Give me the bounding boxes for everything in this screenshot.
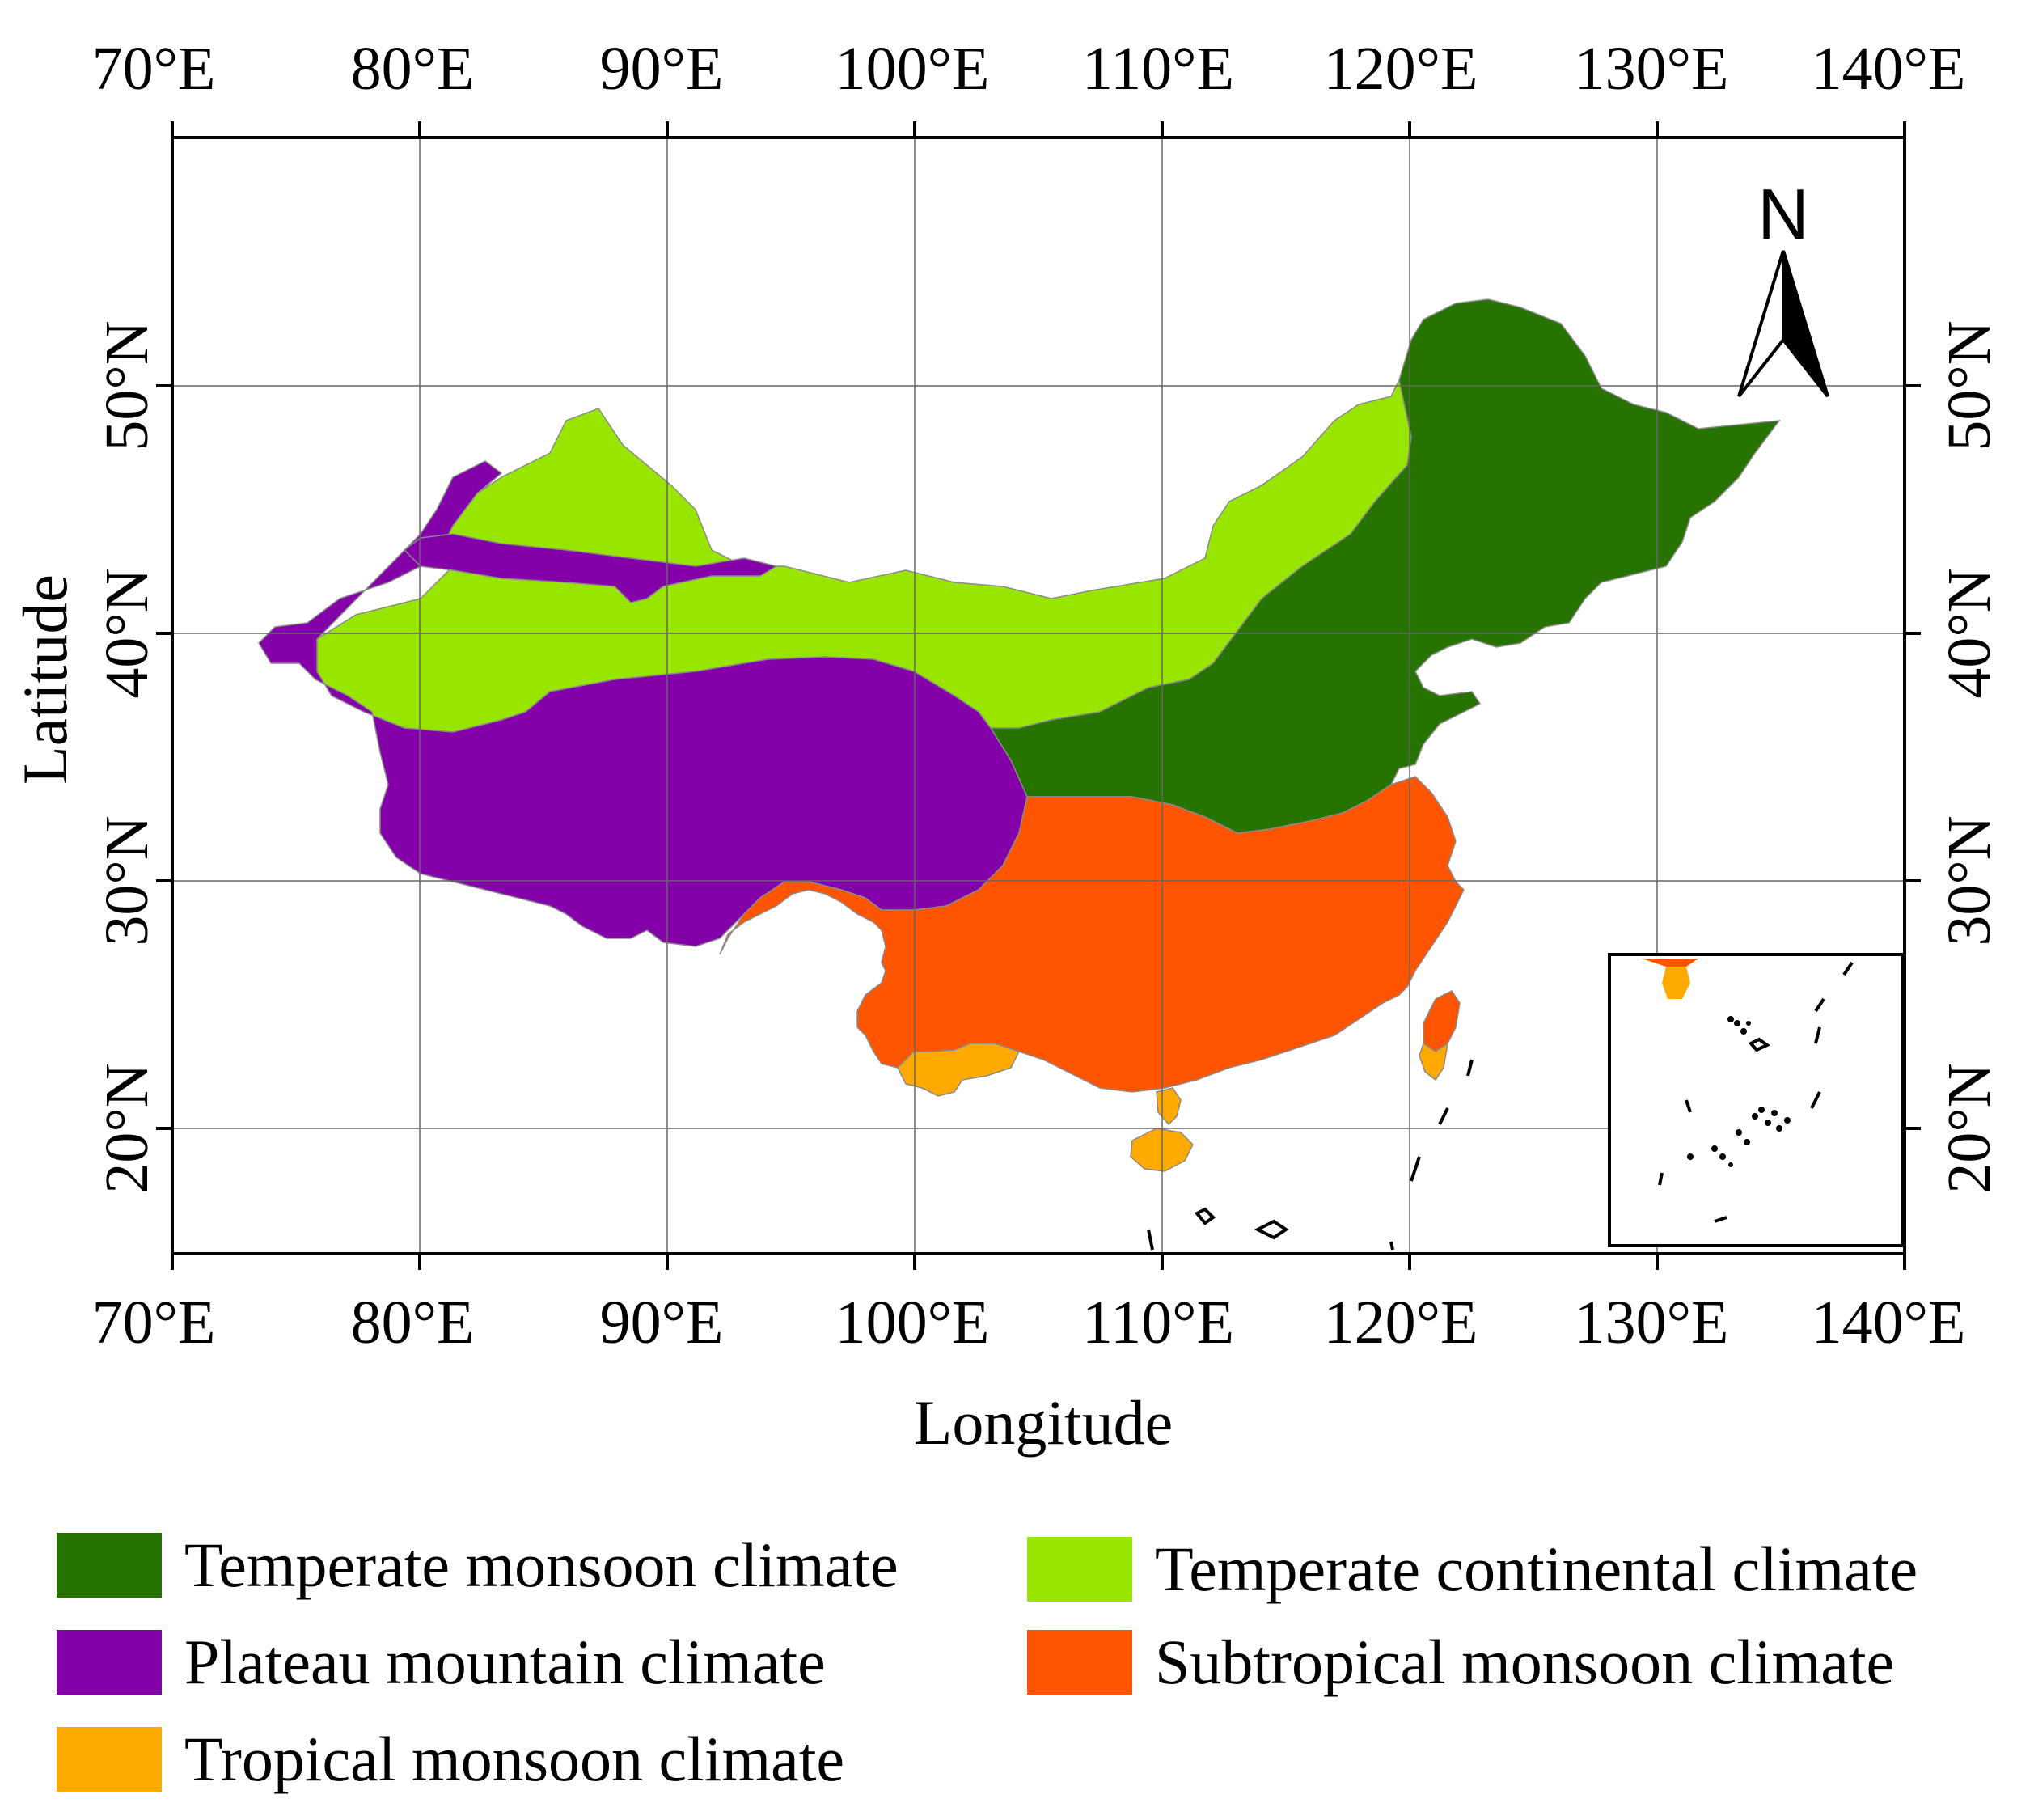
x-tick-label: 120°E — [1324, 1289, 1478, 1357]
legend-item-plateau-mountain: Plateau mountain climate — [57, 1618, 826, 1707]
legend-label: Temperate monsoon climate — [184, 1530, 899, 1600]
legend-swatch — [1027, 1630, 1132, 1695]
map-border — [171, 136, 1906, 1255]
x-tick-label: 90°E — [600, 35, 724, 103]
region-temperate-monsoon — [989, 298, 1781, 834]
legend-label: Subtropical monsoon climate — [1155, 1627, 1895, 1697]
y-tick-label: 20°N — [93, 1063, 161, 1193]
x-axis-title: Longitude — [914, 1387, 1173, 1458]
legend-item-subtropical-monsoon: Subtropical monsoon climate — [1027, 1618, 1894, 1707]
north-arrow: N — [1737, 174, 1829, 398]
x-tick-label: 130°E — [1575, 1289, 1729, 1357]
legend-item-temperate-monsoon: Temperate monsoon climate — [57, 1521, 899, 1610]
x-tick-label: 100°E — [835, 1289, 990, 1357]
x-tick-labels-top: 70°E 80°E 90°E 100°E 110°E 120°E 130°E 1… — [92, 35, 1966, 103]
legend-label: Temperate continental climate — [1155, 1534, 1918, 1604]
region-plateau-tianshan — [403, 533, 778, 603]
legend-label: Plateau mountain climate — [184, 1627, 826, 1697]
north-arrow-label: N — [1757, 174, 1809, 254]
legend-swatch — [57, 1630, 162, 1695]
legend-swatch — [57, 1727, 162, 1792]
y-tick-label: 40°N — [1935, 568, 2003, 698]
x-tick-label: 80°E — [351, 35, 475, 103]
y-tick-label: 50°N — [1935, 320, 2003, 451]
y-tick-label: 50°N — [93, 320, 161, 451]
legend-item-temperate-continental: Temperate continental climate — [1027, 1525, 1918, 1614]
region-tropical-yunnan — [897, 1043, 1021, 1097]
legend: Temperate monsoon climate Temperate cont… — [57, 1521, 2030, 1792]
x-tick-label: 70°E — [92, 35, 216, 103]
x-tick-label: 140°E — [1812, 35, 1966, 103]
x-tick-label: 90°E — [600, 1289, 724, 1357]
region-tropical-taiwan — [1419, 1042, 1449, 1081]
x-tick-label: 120°E — [1324, 35, 1478, 103]
legend-label: Tropical monsoon climate — [184, 1724, 845, 1794]
x-tick-label: 70°E — [92, 1289, 216, 1357]
x-tick-label: 130°E — [1575, 35, 1729, 103]
y-tick-labels-right: 20°N 30°N 40°N 50°N — [1935, 320, 2003, 1193]
x-tick-label: 140°E — [1812, 1289, 1966, 1357]
y-tick-label: 40°N — [93, 568, 161, 698]
x-tick-label: 110°E — [1082, 1289, 1234, 1357]
y-tick-label: 20°N — [1935, 1063, 2003, 1193]
region-plateau-mountain — [258, 460, 1028, 947]
south-china-sea-inset — [1608, 953, 1904, 1247]
y-tick-label: 30°N — [93, 815, 161, 946]
x-tick-labels-bottom: 70°E 80°E 90°E 100°E 110°E 120°E 130°E 1… — [92, 1289, 1966, 1357]
y-axis-title: Latitude — [10, 574, 80, 785]
x-tick-label: 110°E — [1082, 35, 1234, 103]
y-tick-labels-left: 20°N 30°N 40°N 50°N — [93, 320, 161, 1193]
x-tick-label: 80°E — [351, 1289, 475, 1357]
y-tick-label: 30°N — [1935, 815, 2003, 946]
x-tick-label: 100°E — [835, 35, 990, 103]
legend-item-tropical-monsoon: Tropical monsoon climate — [57, 1715, 844, 1804]
legend-swatch — [1027, 1537, 1132, 1602]
climate-regions — [258, 298, 1781, 1251]
legend-swatch — [57, 1533, 162, 1598]
tick-marks — [156, 121, 1921, 1270]
south-china-sea-islands — [1147, 1059, 1474, 1251]
